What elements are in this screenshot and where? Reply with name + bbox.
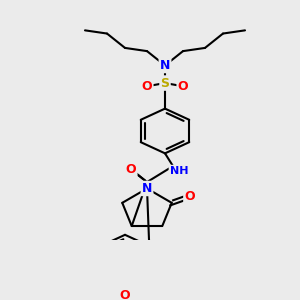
Text: NH: NH: [170, 166, 188, 176]
Text: N: N: [142, 182, 152, 195]
Text: O: O: [120, 289, 130, 300]
Text: S: S: [160, 76, 169, 90]
Text: O: O: [126, 163, 136, 176]
Text: O: O: [184, 190, 195, 203]
Text: O: O: [178, 80, 188, 93]
Text: O: O: [142, 80, 152, 93]
Text: N: N: [160, 59, 170, 72]
